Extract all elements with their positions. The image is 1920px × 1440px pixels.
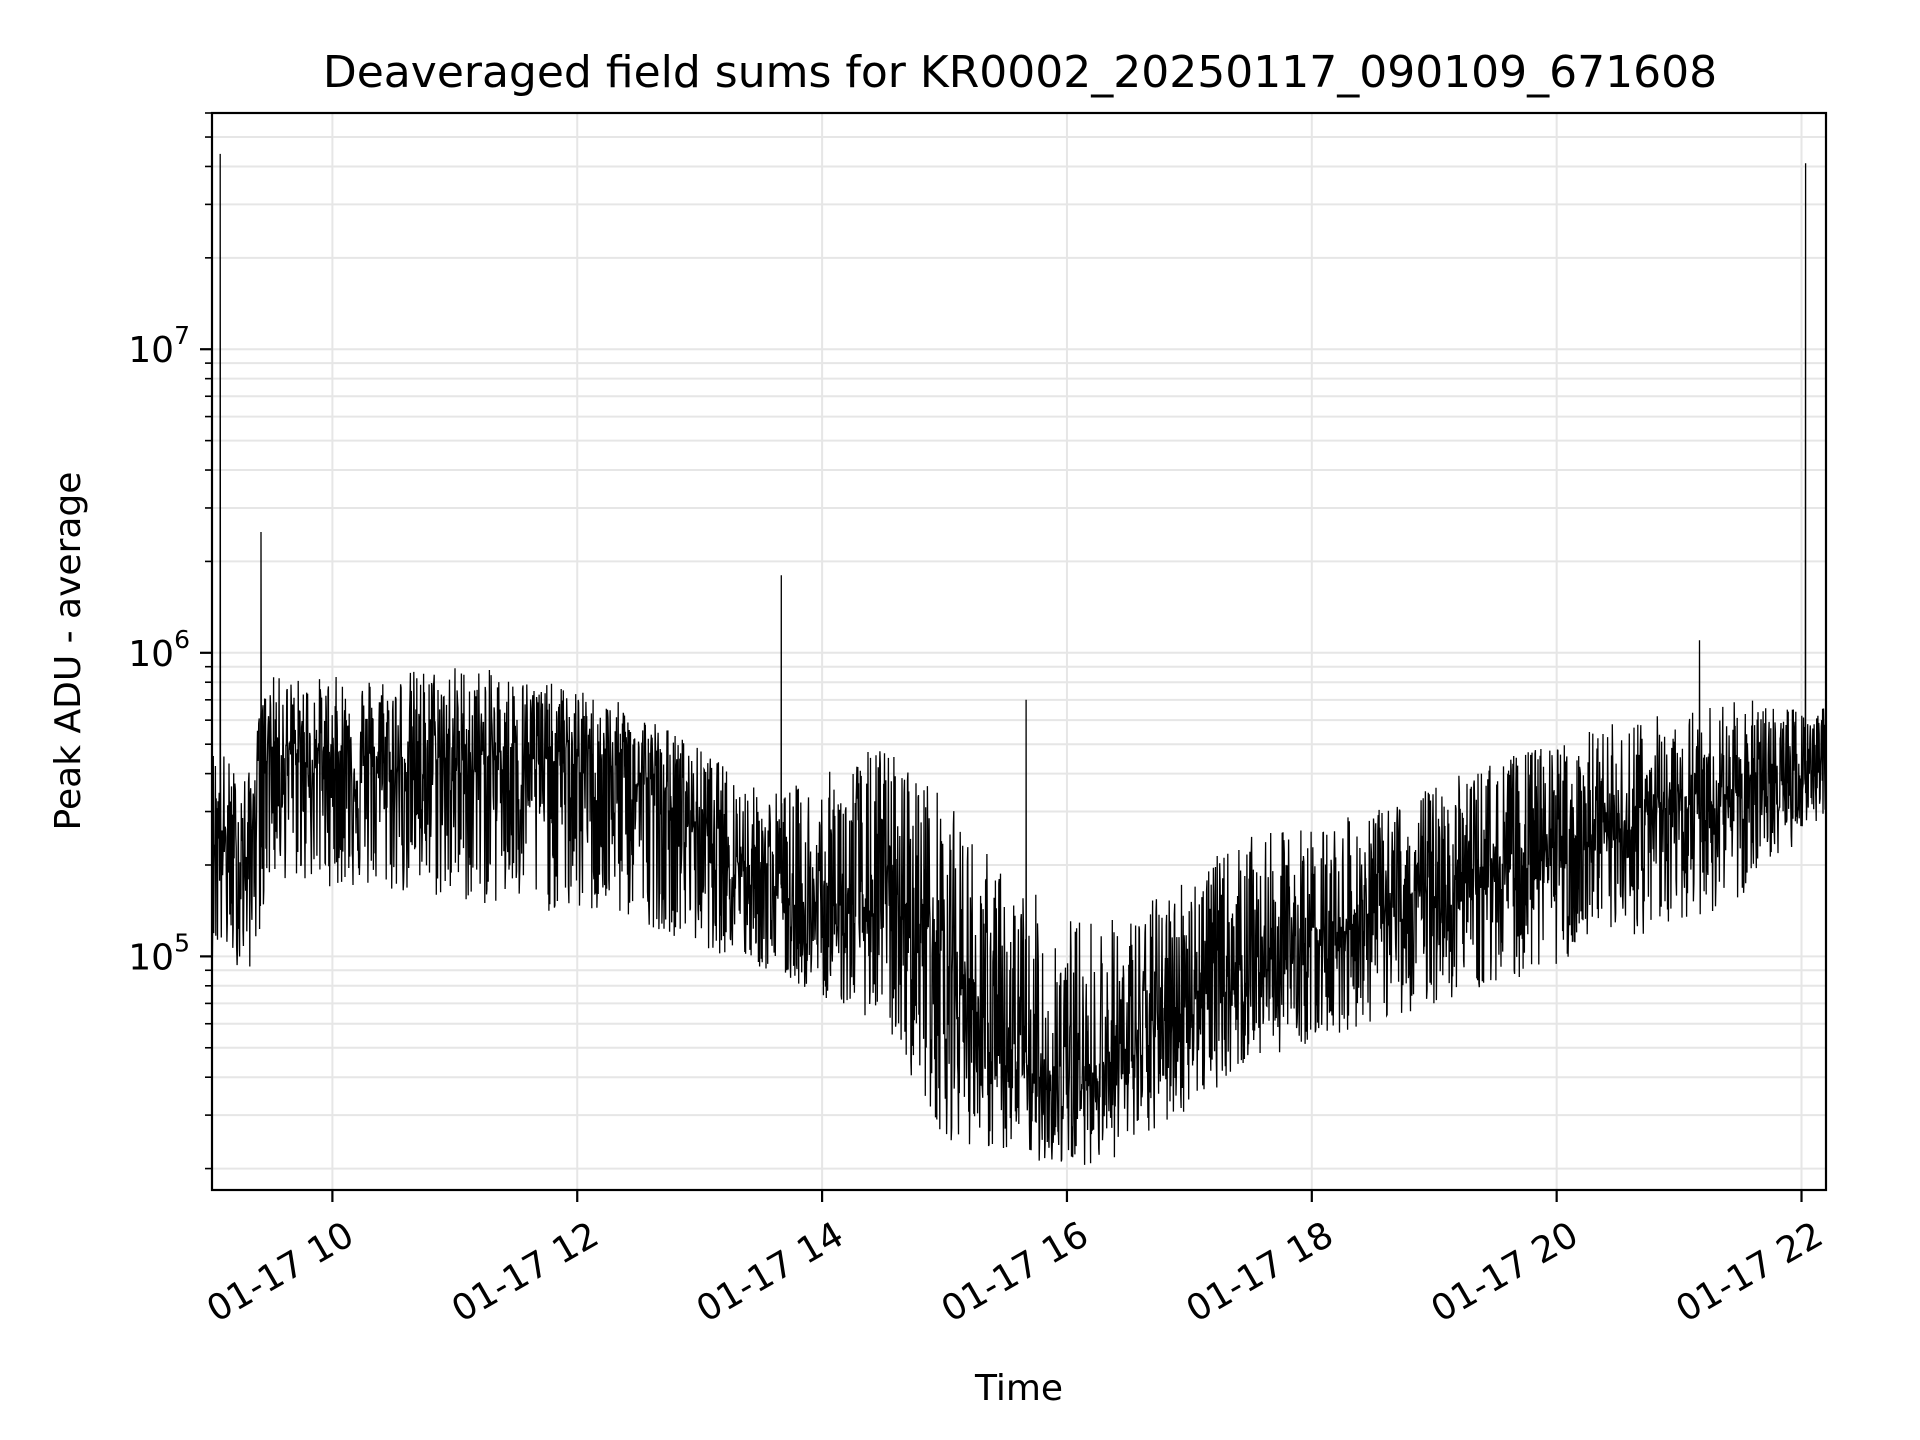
x-tick-label: 01-17 20 <box>1424 1214 1585 1330</box>
y-tick-base: 10 <box>128 330 174 371</box>
chart-title: Deaveraged field sums for KR0002_2025011… <box>323 47 1717 98</box>
y-tick-exponent: 5 <box>174 928 190 957</box>
x-ticks: 01-17 10 01-17 12 01-17 14 01-17 16 01-17 18… <box>200 1190 1830 1331</box>
x-tick-label: 01-17 12 <box>445 1214 606 1330</box>
plot-frame <box>210 111 1828 1192</box>
plot-area <box>212 153 1826 1165</box>
x-tick-label: 01-17 10 <box>200 1214 361 1330</box>
y-tick-exponent: 6 <box>174 625 190 654</box>
y-axis-label: Peak ADU - average <box>48 472 89 831</box>
x-axis-label: Time <box>974 1368 1063 1409</box>
y-tick-label: 106 <box>128 625 190 675</box>
series-line <box>212 153 1826 1165</box>
y-tick-label: 105 <box>128 928 190 978</box>
x-tick-label: 01-17 18 <box>1180 1214 1341 1330</box>
y-tick-label: 107 <box>128 321 190 371</box>
x-tick-label: 01-17 22 <box>1669 1214 1830 1330</box>
y-tick-exponent: 7 <box>174 321 190 350</box>
x-tick-label: 01-17 16 <box>935 1214 1096 1330</box>
x-tick-label: 01-17 14 <box>690 1214 851 1330</box>
y-tick-base: 10 <box>128 937 174 978</box>
y-tick-base: 10 <box>128 634 174 675</box>
